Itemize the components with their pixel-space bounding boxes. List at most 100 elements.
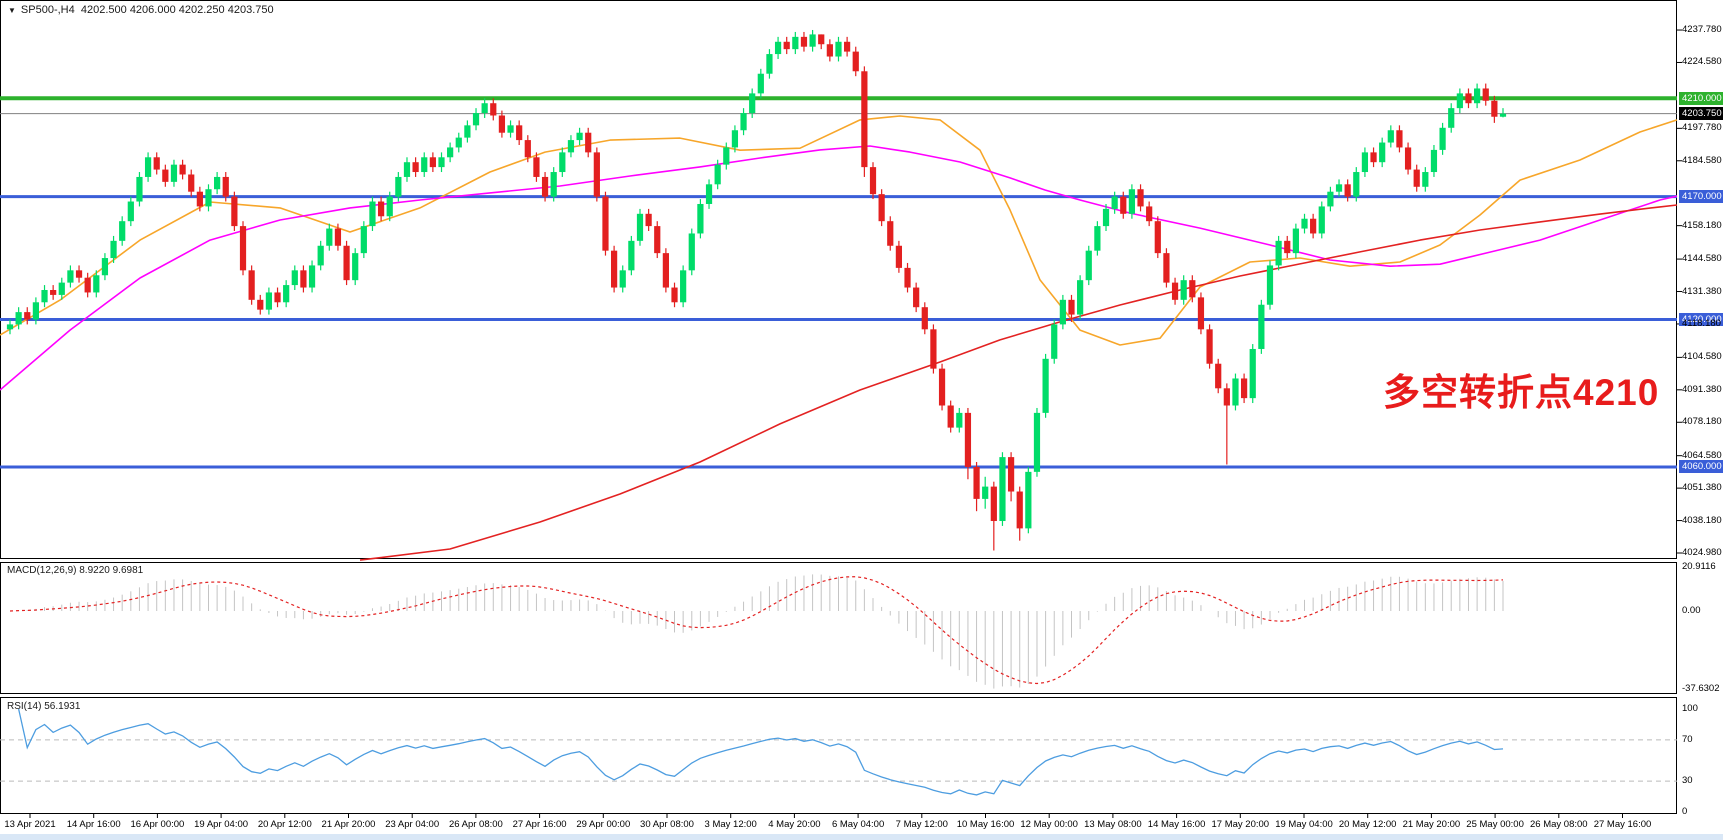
candle-body [904, 267, 911, 288]
candle-body [1232, 378, 1239, 406]
candle-body [41, 289, 48, 303]
candle-body [1379, 142, 1386, 163]
candle-body [274, 292, 281, 303]
time-axis-label: 16 Apr 00:00 [130, 819, 185, 830]
candle-body [1249, 348, 1256, 399]
candle-body [1491, 100, 1498, 117]
candle-body [1206, 329, 1213, 364]
candle-body [1353, 172, 1360, 197]
candle-body [360, 226, 367, 254]
candle-body [1033, 412, 1041, 472]
candle-body [283, 285, 290, 303]
time-axis-label: 25 May 00:00 [1466, 819, 1524, 830]
candle-body [1422, 172, 1429, 187]
candle-body [1215, 363, 1222, 389]
candle-body [705, 184, 713, 204]
candle-body [1059, 299, 1066, 325]
candle-body [1387, 130, 1394, 143]
time-axis-label: 10 May 16:00 [956, 819, 1015, 830]
candle-body [947, 405, 954, 428]
candle-body [75, 270, 83, 278]
ohlc-close: 4203.750 [227, 4, 274, 16]
candle-body [938, 368, 946, 406]
candle-body [1051, 324, 1058, 359]
candle-body [1007, 457, 1015, 492]
candle-body [291, 270, 298, 286]
candle-body [50, 289, 57, 295]
time-axis-label: 12 May 00:00 [1020, 819, 1078, 830]
candle-body [1146, 206, 1153, 222]
candle-body [714, 164, 721, 185]
candle-body [144, 157, 152, 177]
candle-body [239, 226, 247, 271]
candle-body [222, 176, 229, 197]
bottom-scroll-strip[interactable] [0, 834, 1723, 840]
macd-axis-label: -37.6302 [1682, 683, 1720, 694]
current-price-badge: 4203.750 [1679, 107, 1723, 121]
candle-body [1327, 191, 1334, 207]
candle-body [1499, 113, 1507, 117]
candle-body [1197, 297, 1205, 330]
symbol-dropdown-icon[interactable]: ▼ [8, 6, 16, 15]
main-panel-border [0, 0, 1677, 559]
candle-body [127, 201, 134, 222]
candle-body [887, 221, 894, 246]
candle-body [1396, 130, 1403, 148]
price-axis-label: 4091.380 [1682, 383, 1722, 395]
candle-body [835, 41, 842, 57]
time-axis-label: 14 May 16:00 [1147, 819, 1206, 830]
candle-body [688, 233, 695, 271]
rsi-axis-label: 0 [1682, 806, 1688, 817]
candle-body [593, 152, 600, 197]
candle-body [602, 196, 609, 251]
macd-indicator-label: MACD(12,26,9) 8.9220 9.6981 [7, 565, 144, 576]
candle-body [1318, 206, 1325, 234]
candle-body [395, 176, 402, 197]
candle-body [317, 245, 324, 266]
time-axis-label: 19 Apr 04:00 [194, 819, 249, 830]
candle-body [697, 203, 704, 234]
candle-body [869, 167, 877, 195]
time-axis-label: 14 Apr 16:00 [66, 819, 121, 830]
candle-body [438, 157, 445, 168]
candle-body [257, 299, 264, 310]
candle-body [1094, 226, 1101, 251]
candle-body [1344, 184, 1351, 197]
candle-body [585, 132, 592, 153]
candle-body [1448, 108, 1455, 128]
candle-body [800, 36, 808, 47]
candle-body [1404, 147, 1412, 170]
time-axis-label: 23 Apr 04:00 [385, 819, 440, 830]
candle-body [308, 265, 316, 288]
candle-body [447, 147, 454, 158]
candle-body [740, 113, 747, 131]
chart-annotation-text: 多空转折点4210 [1383, 372, 1660, 413]
candle-body [1413, 169, 1420, 187]
candle-body [231, 196, 238, 227]
time-axis-label: 13 May 08:00 [1084, 819, 1142, 830]
candle-body [1163, 253, 1170, 283]
candle-body [852, 51, 859, 72]
candle-body [1223, 388, 1230, 406]
candle-body [861, 71, 868, 168]
candle-body [826, 44, 833, 57]
price-axis-label: 4051.380 [1682, 482, 1722, 494]
candle-body [1189, 280, 1196, 298]
candle-body [999, 457, 1006, 522]
candle-body [895, 245, 903, 268]
time-axis-label: 29 Apr 00:00 [576, 819, 631, 830]
candle-body [766, 54, 773, 74]
candle-body [136, 176, 143, 202]
candle-body [1474, 88, 1481, 104]
candle-body [377, 201, 385, 217]
candle-body [1335, 184, 1343, 192]
rsi-line [17, 708, 1504, 796]
price-axis-label: 4024.980 [1682, 547, 1722, 558]
price-axis-label: 4224.580 [1682, 56, 1722, 68]
candle-body [93, 275, 100, 293]
candle-body [1310, 218, 1317, 234]
time-axis-label: 4 May 20:00 [768, 819, 821, 830]
candle-body [429, 157, 436, 168]
rsi-panel-border [0, 697, 1677, 814]
